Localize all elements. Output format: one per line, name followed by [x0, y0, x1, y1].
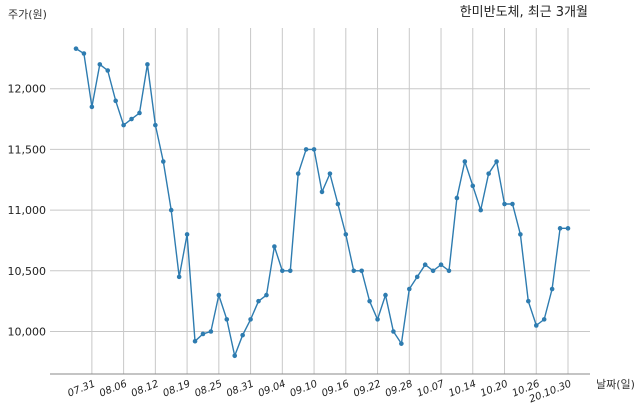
- data-point: [406, 286, 412, 292]
- data-point: [351, 268, 357, 274]
- y-tick-label: 10,000: [8, 326, 47, 339]
- data-point: [494, 159, 499, 164]
- data-point: [462, 159, 468, 164]
- data-point: [422, 262, 428, 268]
- data-point: [478, 207, 484, 213]
- data-point: [391, 329, 396, 334]
- data-point: [97, 62, 103, 67]
- x-tick-label: 09.16: [320, 379, 351, 400]
- series-line: [75, 48, 568, 359]
- data-point: [137, 110, 142, 116]
- data-point: [145, 62, 150, 67]
- data-point: [470, 183, 476, 189]
- data-point: [295, 171, 301, 176]
- data-point: [113, 98, 118, 104]
- data-point: [105, 68, 111, 73]
- x-tick-label: 09.10: [289, 379, 320, 400]
- data-point: [430, 268, 436, 274]
- y-tick-label: 11,500: [8, 143, 47, 156]
- x-tick-label: 08.06: [98, 379, 129, 400]
- x-tick-label: 08.19: [162, 379, 193, 400]
- data-point: [343, 232, 349, 237]
- data-point: [176, 274, 182, 280]
- data-point: [518, 232, 523, 237]
- data-point: [414, 274, 420, 280]
- y-tick-label: 11,000: [8, 204, 47, 217]
- x-tick-label: 10.14: [447, 379, 478, 400]
- data-point: [359, 268, 364, 274]
- grid-layer: [50, 28, 590, 374]
- data-point: [438, 262, 444, 268]
- data-point: [160, 159, 166, 164]
- data-point: [121, 122, 126, 128]
- data-point: [502, 201, 507, 207]
- data-point: [399, 341, 404, 346]
- data-point: [216, 292, 222, 298]
- x-tick-label: 07.31: [66, 379, 97, 400]
- data-point: [153, 122, 158, 128]
- data-point: [200, 331, 206, 337]
- x-tick-label: 09.04: [257, 379, 288, 400]
- data-point: [526, 298, 531, 304]
- x-tick-label: 08.12: [130, 379, 161, 400]
- y-axis-label: 주가(원): [8, 8, 47, 21]
- x-tick-label: 08.25: [193, 379, 224, 400]
- data-point: [224, 317, 230, 322]
- data-point: [303, 147, 309, 152]
- data-point: [327, 171, 333, 176]
- y-tick-label: 12,000: [8, 83, 47, 96]
- data-point: [192, 338, 198, 344]
- data-point: [240, 332, 245, 338]
- data-point: [168, 207, 174, 213]
- data-point: [486, 171, 491, 176]
- data-point: [446, 268, 452, 274]
- x-tick-label: 09.22: [352, 379, 383, 400]
- data-point: [335, 201, 341, 207]
- data-point: [256, 298, 261, 304]
- data-point: [248, 317, 253, 322]
- x-tick-label: 10.07: [415, 378, 446, 399]
- data-point: [367, 298, 372, 304]
- data-point: [280, 268, 285, 274]
- data-point: [510, 201, 515, 207]
- data-point: [89, 104, 95, 110]
- data-point: [533, 323, 539, 328]
- data-point: [81, 51, 87, 56]
- data-point: [129, 116, 134, 122]
- data-point: [557, 226, 563, 231]
- x-tick-label: 10.20: [479, 379, 510, 400]
- data-point: [454, 195, 460, 201]
- data-point: [73, 46, 79, 51]
- data-point: [232, 353, 238, 359]
- y-tick-label: 10,500: [8, 265, 47, 278]
- data-point: [383, 292, 388, 298]
- data-point: [264, 292, 269, 298]
- data-point: [272, 244, 277, 249]
- data-point: [549, 286, 555, 292]
- x-tick-label: 09.28: [384, 379, 415, 400]
- data-point: [319, 189, 325, 195]
- data-point: [184, 232, 190, 237]
- data-point: [375, 317, 380, 322]
- data-point: [311, 147, 317, 152]
- chart-title: 한미반도체, 최근 3개월: [460, 5, 588, 20]
- x-axis-label: 날짜(일): [596, 377, 635, 391]
- data-point: [287, 268, 293, 274]
- x-tick-label: 08.31: [225, 379, 256, 400]
- series-layer: [73, 46, 571, 359]
- data-point: [541, 317, 547, 322]
- data-point: [208, 329, 214, 334]
- data-point: [565, 226, 571, 231]
